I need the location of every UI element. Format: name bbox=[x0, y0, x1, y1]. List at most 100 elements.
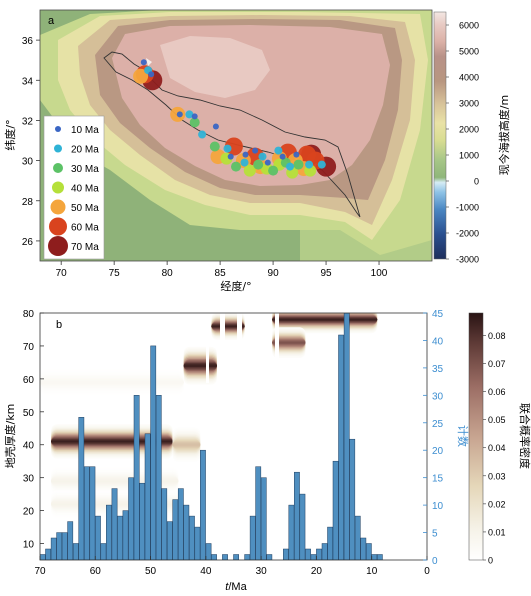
colorbar-tick-label: 1000 bbox=[459, 151, 479, 161]
legend-marker bbox=[49, 217, 67, 236]
histogram-bar bbox=[72, 543, 79, 560]
x-tick-label: 100 bbox=[371, 268, 388, 279]
histogram-bar bbox=[100, 543, 107, 560]
sample-marker-10ma bbox=[279, 153, 286, 160]
histogram-bar bbox=[316, 548, 322, 560]
legend-label: 30 Ma bbox=[71, 164, 99, 175]
colorbar-tick-label: 0.05 bbox=[488, 415, 506, 425]
histogram-bar bbox=[133, 395, 140, 560]
x-tick-label: 40 bbox=[200, 566, 212, 577]
colorbar-tick-label: 0.08 bbox=[488, 331, 506, 341]
histogram-bar bbox=[161, 488, 168, 560]
sample-marker-20ma bbox=[274, 146, 283, 155]
colorbar-tick-label: -3000 bbox=[456, 255, 479, 265]
y-tick-label: 10 bbox=[23, 540, 35, 551]
x-tick-label: 10 bbox=[366, 566, 378, 577]
histogram-bar bbox=[249, 515, 256, 560]
x-tick-label: 0 bbox=[424, 566, 430, 577]
sample-marker-30ma bbox=[189, 117, 200, 128]
histogram-bar bbox=[354, 515, 361, 560]
colorbar-tick-label: 3000 bbox=[459, 99, 479, 109]
x-tick-label: 70 bbox=[34, 566, 46, 577]
x-tick-label: 60 bbox=[90, 566, 102, 577]
panel-b-chart: b 70 60 50 40 30 20 10 0 10 20 30 40 50 60 70 80 0 5 10 15 2… bbox=[3, 309, 531, 593]
histogram-bar bbox=[106, 504, 112, 560]
count-tick-label: 40 bbox=[432, 336, 444, 347]
histogram-bar bbox=[360, 537, 367, 560]
y-tick-label: 34 bbox=[22, 76, 34, 87]
x-tick-label: 50 bbox=[145, 566, 157, 577]
histogram-bar bbox=[305, 548, 311, 560]
density-band bbox=[51, 504, 184, 505]
x-tick-label: 80 bbox=[162, 268, 174, 279]
histogram-bar bbox=[244, 554, 251, 560]
panel-a-map: a 10 Ma 20 Ma 30 Ma 40 Ma 50 Ma 60 Ma 70 Ma 70… bbox=[3, 9, 511, 293]
sample-marker-10ma bbox=[191, 113, 198, 120]
white-gap bbox=[237, 313, 242, 383]
colorbar-tick-label: -1000 bbox=[456, 203, 479, 213]
sample-marker-10ma bbox=[293, 151, 300, 158]
sample-marker-30ma bbox=[253, 159, 264, 170]
white-gap bbox=[220, 313, 225, 388]
histogram-bar bbox=[111, 488, 118, 560]
legend-label: 70 Ma bbox=[71, 242, 99, 253]
density-colorbar-ticks: 0 0.01 0.02 0.03 0.04 0.05 0.06 0.07 0.08 bbox=[483, 331, 506, 566]
colorbar-tick-label: 4000 bbox=[459, 73, 479, 83]
density-band bbox=[183, 364, 217, 367]
y-tick-label: 40 bbox=[23, 441, 35, 452]
histogram-bar bbox=[67, 521, 74, 560]
sample-marker-10ma bbox=[252, 147, 259, 154]
legend-marker bbox=[50, 199, 66, 215]
colorbar-tick-label: 0 bbox=[488, 556, 493, 566]
histogram-bar bbox=[200, 449, 206, 560]
map-ylabel: 纬度/° bbox=[3, 119, 17, 150]
histogram-bar bbox=[189, 515, 195, 560]
colorbar-tick-label: 0.07 bbox=[488, 359, 506, 369]
x-tick-label: 20 bbox=[311, 566, 323, 577]
histogram-bar bbox=[255, 466, 262, 560]
white-gaps bbox=[206, 313, 279, 388]
density-colorbar bbox=[468, 312, 484, 561]
histogram-bar bbox=[78, 417, 85, 560]
histogram-bar bbox=[332, 460, 339, 560]
count-tick-label: 35 bbox=[432, 364, 444, 375]
chart-axes: 70 60 50 40 30 20 10 0 10 20 30 40 50 60 70 80 0 5 10 15 20 2… bbox=[23, 309, 444, 577]
sample-markers bbox=[133, 59, 337, 179]
legend-marker bbox=[52, 181, 64, 194]
histogram-bar bbox=[299, 493, 306, 560]
count-tick-label: 15 bbox=[432, 474, 444, 485]
histogram-bar bbox=[294, 471, 300, 560]
sample-marker-10ma bbox=[242, 151, 249, 158]
count-tick-label: 45 bbox=[432, 309, 444, 320]
map-xlabel: 经度/° bbox=[220, 279, 251, 293]
high-plateau-core bbox=[160, 36, 270, 98]
x-tick-label: 75 bbox=[109, 268, 121, 279]
sample-marker-40ma bbox=[243, 164, 256, 177]
histogram-bar bbox=[349, 438, 356, 560]
plot-frame bbox=[39, 312, 428, 561]
histogram-bar bbox=[128, 477, 134, 560]
sample-marker-20ma bbox=[223, 144, 232, 153]
sample-marker-50ma bbox=[133, 68, 149, 84]
histogram-bar bbox=[83, 466, 90, 560]
y-tick-label: 80 bbox=[23, 309, 35, 320]
histogram-bar bbox=[338, 334, 344, 560]
histogram-bar bbox=[183, 504, 190, 560]
white-gap bbox=[206, 313, 209, 383]
y-tick-label: 36 bbox=[22, 36, 34, 47]
sample-marker-20ma bbox=[317, 160, 326, 169]
sample-marker-10ma bbox=[176, 111, 183, 118]
histogram-bar bbox=[371, 554, 378, 560]
legend-label: 10 Ma bbox=[71, 125, 99, 136]
histogram-bar bbox=[266, 554, 273, 560]
legend-marker bbox=[48, 236, 68, 256]
y-tick-label: 30 bbox=[22, 157, 34, 168]
colorbar-tick-label: 6000 bbox=[459, 21, 479, 31]
histogram-bar bbox=[194, 526, 201, 560]
histogram-bar bbox=[155, 395, 162, 560]
legend-label: 60 Ma bbox=[71, 223, 99, 234]
density-band bbox=[40, 382, 184, 383]
histogram-bar bbox=[288, 504, 295, 560]
elevation-colorbar-label: 现今海拔高度/m bbox=[497, 95, 511, 175]
